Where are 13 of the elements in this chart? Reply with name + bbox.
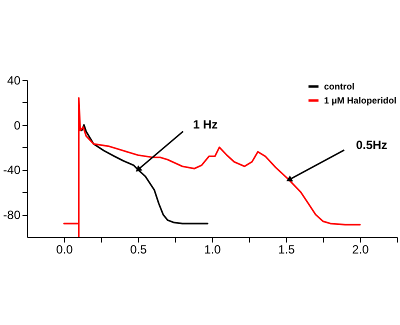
x-tick-label: 1.5	[278, 242, 296, 256]
y-tick-label: 40	[7, 74, 21, 88]
legend-label: control	[324, 82, 354, 92]
x-tick-label: 1.0	[204, 242, 222, 256]
annotation: 1 Hz	[193, 118, 218, 132]
y-tick-label: -40	[3, 163, 21, 178]
legend-label: 1 μM Haloperidol	[324, 96, 397, 106]
x-tick-label: 0.0	[56, 242, 74, 256]
y-tick-label: 0	[14, 118, 21, 132]
x-tick-label: 0.5	[130, 242, 148, 256]
annotation: 0.5Hz	[356, 138, 388, 152]
x-tick-label: 2.0	[352, 242, 370, 256]
y-tick-label: -80	[3, 208, 21, 222]
